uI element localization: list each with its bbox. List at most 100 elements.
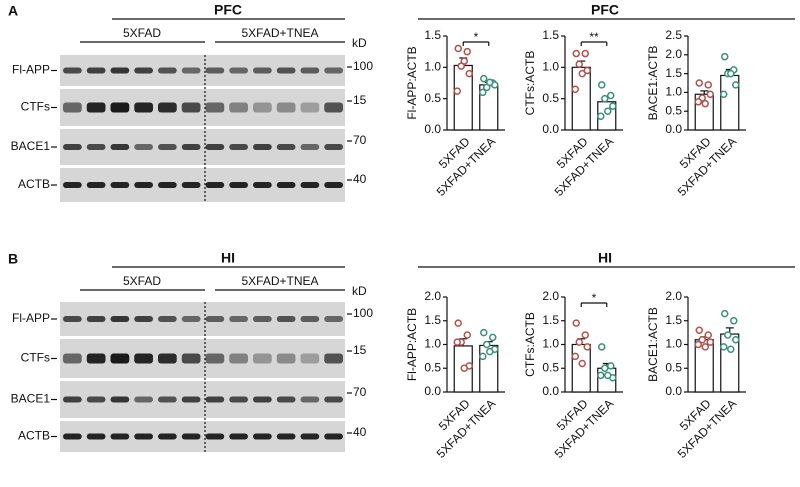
blot-band	[300, 102, 320, 113]
y-tick-label: 1.5	[542, 313, 559, 327]
data-point	[598, 343, 606, 351]
group-label: 5XFAD+TNEA	[241, 274, 318, 288]
blot-band	[134, 67, 153, 74]
blot-band	[110, 182, 130, 188]
data-point	[453, 87, 461, 95]
data-point	[479, 88, 487, 97]
y-axis-label: Fl-APP:ACTB	[405, 308, 419, 381]
data-point	[463, 47, 471, 56]
data-point	[463, 331, 471, 339]
blot-strip	[60, 89, 345, 126]
blot-title: PFC	[214, 2, 242, 18]
blot-band	[63, 102, 82, 113]
blot-band	[181, 102, 201, 113]
data-point	[704, 81, 712, 89]
chart-group-title: PFC	[591, 2, 619, 18]
significance: **	[589, 30, 599, 44]
data-point	[727, 69, 735, 78]
data-point	[597, 371, 605, 380]
blot-band	[229, 182, 248, 188]
data-point	[695, 326, 703, 334]
blot-band	[86, 102, 106, 113]
data-point	[704, 331, 712, 339]
blot-band	[134, 353, 153, 364]
blot-band	[181, 144, 201, 150]
y-tick-label: 1.5	[665, 313, 682, 327]
blot-band	[324, 102, 343, 113]
group-label: 5XFAD	[123, 26, 161, 40]
data-point	[572, 49, 580, 58]
data-point	[698, 336, 706, 344]
y-tick-label: 1.0	[424, 337, 441, 351]
blot-band	[110, 102, 130, 113]
y-tick-label: 0.5	[665, 360, 682, 374]
blot-band	[86, 67, 106, 74]
data-point	[578, 69, 586, 78]
y-tick-label: 1.5	[424, 28, 441, 42]
row-label: ACTB	[18, 429, 50, 443]
data-point	[575, 338, 583, 346]
significance: *	[474, 30, 479, 44]
blot-band	[229, 316, 248, 322]
row-label: Fl-APP	[12, 63, 50, 77]
size-marker: 40	[353, 172, 367, 186]
data-point	[724, 331, 732, 339]
y-tick-label: 0.0	[542, 384, 559, 398]
blot-band	[158, 353, 177, 364]
data-point	[607, 362, 615, 370]
data-point	[597, 112, 605, 120]
data-point	[720, 90, 728, 99]
data-point	[732, 336, 740, 344]
blot-band	[158, 396, 177, 403]
blot-band	[158, 144, 177, 150]
blot-band	[253, 67, 272, 74]
blot-band	[86, 144, 106, 150]
blot-band	[205, 182, 225, 188]
blot-band	[110, 433, 130, 440]
data-point	[706, 338, 714, 346]
data-point	[453, 338, 461, 346]
blot-band	[276, 144, 296, 150]
data-point	[479, 352, 487, 361]
y-tick-label: 1.0	[542, 60, 559, 74]
data-point	[607, 91, 615, 100]
blot-band	[300, 396, 320, 403]
y-tick-label: 1.5	[665, 66, 682, 80]
y-tick-label: 0.5	[424, 360, 441, 374]
blot-band	[253, 182, 272, 188]
row-label: BACE1	[11, 139, 51, 153]
group-label: 5XFAD	[123, 274, 161, 288]
blot-band	[158, 433, 177, 440]
blot-band	[86, 316, 106, 322]
data-point	[706, 90, 714, 99]
data-point	[721, 52, 729, 61]
data-point	[581, 49, 589, 58]
data-point	[721, 309, 729, 318]
data-point	[575, 60, 583, 68]
row-label: CTFs	[21, 351, 50, 365]
blot-band	[181, 316, 201, 322]
blot-band	[229, 433, 248, 440]
blot-band	[205, 67, 225, 74]
data-point	[465, 69, 473, 78]
size-marker: 100	[353, 306, 373, 320]
blot-band	[276, 67, 296, 74]
blot-strip	[60, 55, 345, 86]
blot-band	[300, 353, 320, 364]
y-tick-label: 1.0	[665, 85, 682, 99]
y-tick-label: 1.0	[424, 60, 441, 74]
blot-band	[276, 433, 296, 440]
blot-band	[86, 396, 106, 403]
blot-band	[300, 67, 320, 74]
blot-band	[276, 316, 296, 322]
blot-band	[134, 433, 153, 440]
bar	[571, 343, 591, 393]
data-point	[460, 57, 468, 65]
data-point	[695, 79, 703, 87]
blot-band	[276, 396, 296, 403]
blot-band	[324, 67, 343, 74]
size-marker: 15	[353, 93, 367, 107]
y-tick-label: 0.0	[665, 384, 682, 398]
